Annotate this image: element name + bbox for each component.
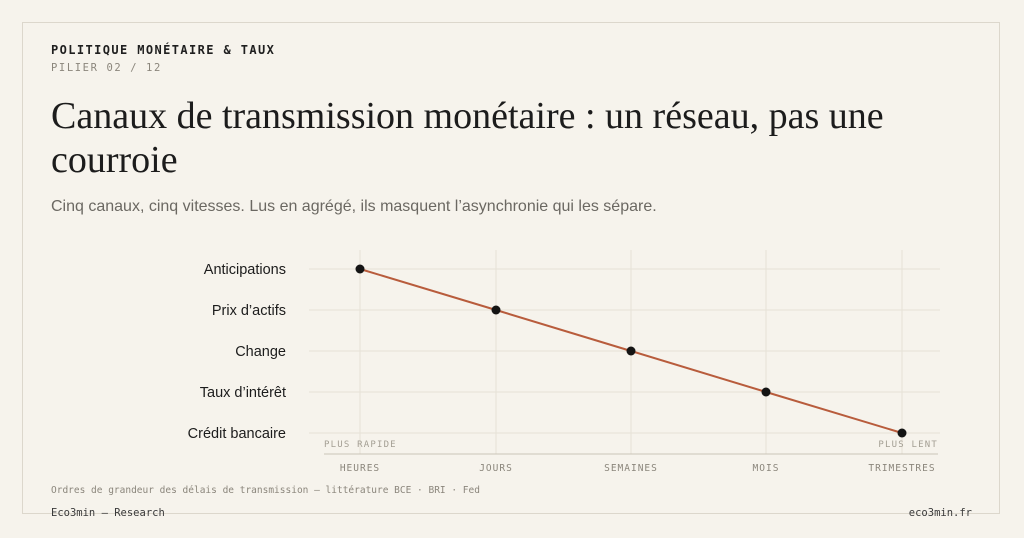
source-note: Ordres de grandeur des délais de transmi…	[51, 485, 480, 496]
x-tick-label: TRIMESTRES	[868, 463, 935, 474]
page-subtitle: Cinq canaux, cinq vitesses. Lus en agrég…	[51, 198, 657, 215]
brand-label: Eco3min — Research	[51, 507, 165, 519]
x-tick-label: MOIS	[753, 463, 780, 474]
axis-note-fast: PLUS RAPIDE	[324, 440, 397, 450]
data-point	[897, 428, 907, 438]
site-url: eco3min.fr	[908, 507, 972, 519]
channel-label: Anticipations	[204, 262, 286, 278]
card-frame	[22, 22, 1000, 514]
x-tick-label: SEMAINES	[604, 463, 658, 474]
data-point	[761, 387, 771, 397]
channel-label: Change	[235, 344, 286, 360]
data-point	[491, 305, 501, 315]
section-kicker: POLITIQUE MONÉTAIRE & TAUX	[51, 43, 276, 57]
x-tick-label: JOURS	[479, 463, 513, 474]
pillar-counter: PILIER 02 / 12	[51, 62, 162, 74]
channel-label: Prix d’actifs	[212, 303, 286, 319]
x-tick-label: HEURES	[340, 463, 380, 474]
channel-label: Taux d’intérêt	[200, 385, 286, 401]
data-point	[626, 346, 636, 356]
axis-note-slow: PLUS LENT	[878, 440, 938, 450]
channel-label: Crédit bancaire	[188, 426, 286, 442]
data-point	[355, 264, 365, 274]
page-title: Canaux de transmission monétaire : un ré…	[51, 95, 884, 181]
